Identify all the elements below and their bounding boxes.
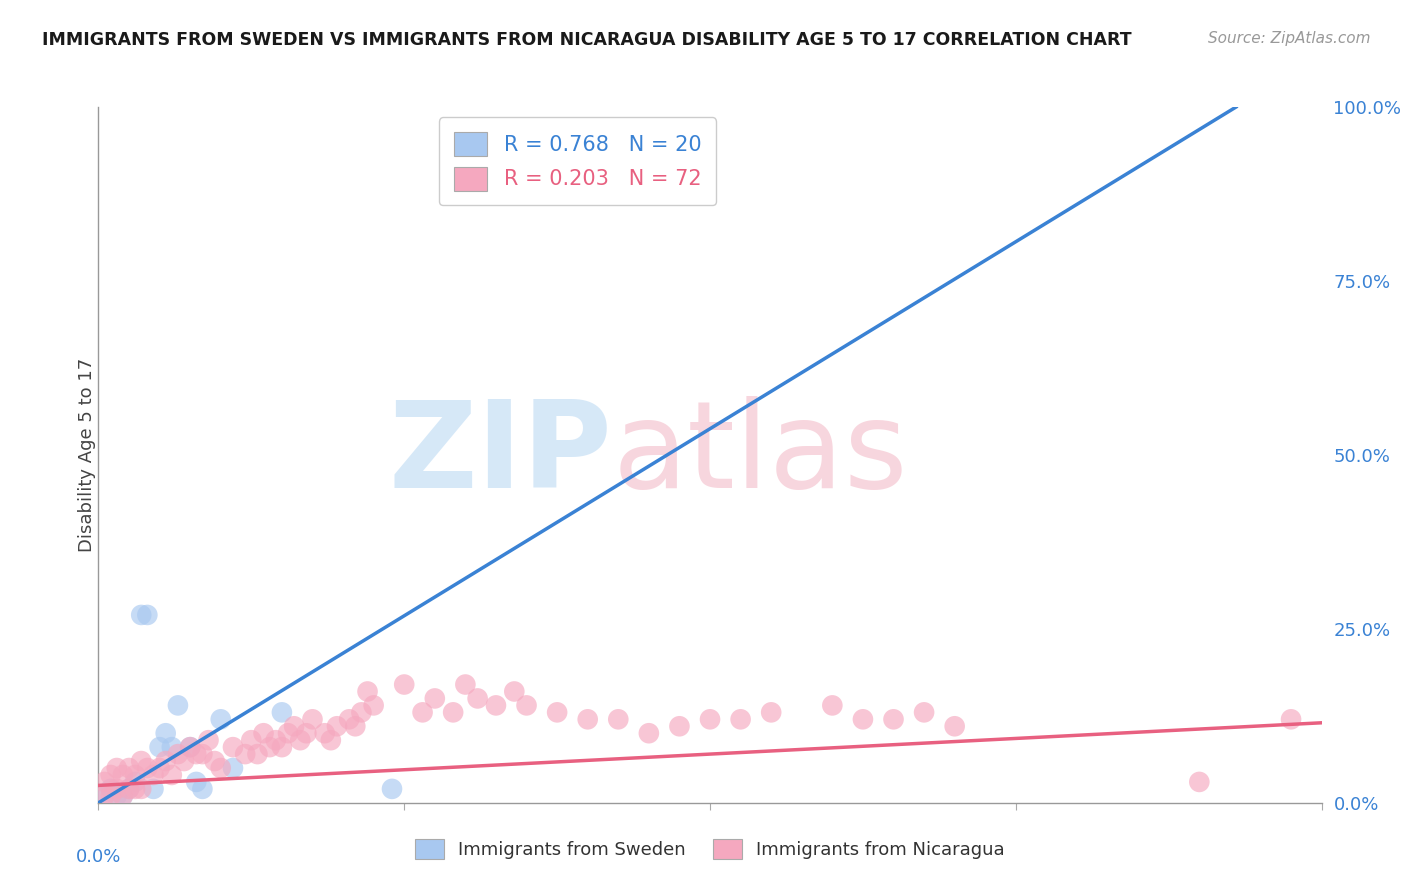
Point xyxy=(160,740,183,755)
Y-axis label: Disability Age 5 to 17: Disability Age 5 to 17 xyxy=(79,358,96,552)
Point xyxy=(111,768,134,782)
Point xyxy=(252,726,274,740)
Point xyxy=(124,768,146,782)
Point xyxy=(485,698,508,713)
Point xyxy=(350,706,373,720)
Legend: Immigrants from Sweden, Immigrants from Nicaragua: Immigrants from Sweden, Immigrants from … xyxy=(404,828,1017,871)
Point xyxy=(186,747,208,761)
Point xyxy=(503,684,526,698)
Point xyxy=(93,775,115,789)
Point xyxy=(699,712,721,726)
Point xyxy=(155,726,177,740)
Point xyxy=(100,768,122,782)
Point xyxy=(93,789,115,803)
Point xyxy=(124,781,146,796)
Point xyxy=(363,698,385,713)
Point xyxy=(93,789,115,803)
Point xyxy=(179,740,201,755)
Point xyxy=(118,781,141,796)
Point xyxy=(100,789,122,803)
Point xyxy=(576,712,599,726)
Point xyxy=(283,719,305,733)
Point xyxy=(668,719,690,733)
Point xyxy=(149,761,172,775)
Point xyxy=(912,706,935,720)
Point xyxy=(233,747,256,761)
Text: IMMIGRANTS FROM SWEDEN VS IMMIGRANTS FROM NICARAGUA DISABILITY AGE 5 TO 17 CORRE: IMMIGRANTS FROM SWEDEN VS IMMIGRANTS FRO… xyxy=(42,31,1132,49)
Point xyxy=(129,607,152,622)
Point xyxy=(105,789,128,803)
Point xyxy=(270,706,292,720)
Point xyxy=(344,719,367,733)
Point xyxy=(160,768,183,782)
Point xyxy=(142,768,165,782)
Text: 0.0%: 0.0% xyxy=(76,848,121,866)
Point xyxy=(204,754,226,768)
Text: atlas: atlas xyxy=(612,396,908,514)
Point xyxy=(392,677,416,691)
Point xyxy=(943,719,966,733)
Point xyxy=(149,740,172,755)
Point xyxy=(454,677,477,691)
Point xyxy=(105,761,128,775)
Point xyxy=(118,781,141,796)
Point xyxy=(441,706,464,720)
Point xyxy=(136,607,159,622)
Point xyxy=(290,733,312,747)
Point xyxy=(179,740,201,755)
Point xyxy=(142,781,165,796)
Point xyxy=(111,789,134,803)
Point xyxy=(852,712,875,726)
Point xyxy=(136,761,159,775)
Point xyxy=(883,712,905,726)
Point xyxy=(173,754,195,768)
Point xyxy=(516,698,538,713)
Point xyxy=(546,706,568,720)
Point xyxy=(197,733,219,747)
Point xyxy=(356,684,378,698)
Point xyxy=(209,712,232,726)
Point xyxy=(412,706,434,720)
Point xyxy=(270,740,292,755)
Point xyxy=(105,781,128,796)
Point xyxy=(381,781,404,796)
Point xyxy=(319,733,342,747)
Point xyxy=(111,789,134,803)
Point xyxy=(337,712,360,726)
Point xyxy=(167,747,190,761)
Point xyxy=(423,691,446,706)
Point xyxy=(222,740,245,755)
Point xyxy=(821,698,844,713)
Point xyxy=(240,733,263,747)
Point xyxy=(118,761,141,775)
Point xyxy=(1188,775,1211,789)
Point xyxy=(167,698,190,713)
Point xyxy=(467,691,489,706)
Point xyxy=(314,726,336,740)
Point xyxy=(155,754,177,768)
Point xyxy=(759,706,782,720)
Text: Source: ZipAtlas.com: Source: ZipAtlas.com xyxy=(1208,31,1371,46)
Point xyxy=(295,726,318,740)
Point xyxy=(326,719,349,733)
Point xyxy=(637,726,661,740)
Point xyxy=(1279,712,1302,726)
Point xyxy=(264,733,287,747)
Point xyxy=(277,726,299,740)
Point xyxy=(100,781,122,796)
Point xyxy=(209,761,232,775)
Text: ZIP: ZIP xyxy=(388,396,612,514)
Point xyxy=(129,781,152,796)
Point xyxy=(259,740,281,755)
Point xyxy=(607,712,630,726)
Point xyxy=(124,775,146,789)
Point xyxy=(191,747,214,761)
Point xyxy=(191,781,214,796)
Point xyxy=(246,747,269,761)
Point xyxy=(129,754,152,768)
Point xyxy=(301,712,323,726)
Point xyxy=(186,775,208,789)
Point xyxy=(222,761,245,775)
Point xyxy=(730,712,752,726)
